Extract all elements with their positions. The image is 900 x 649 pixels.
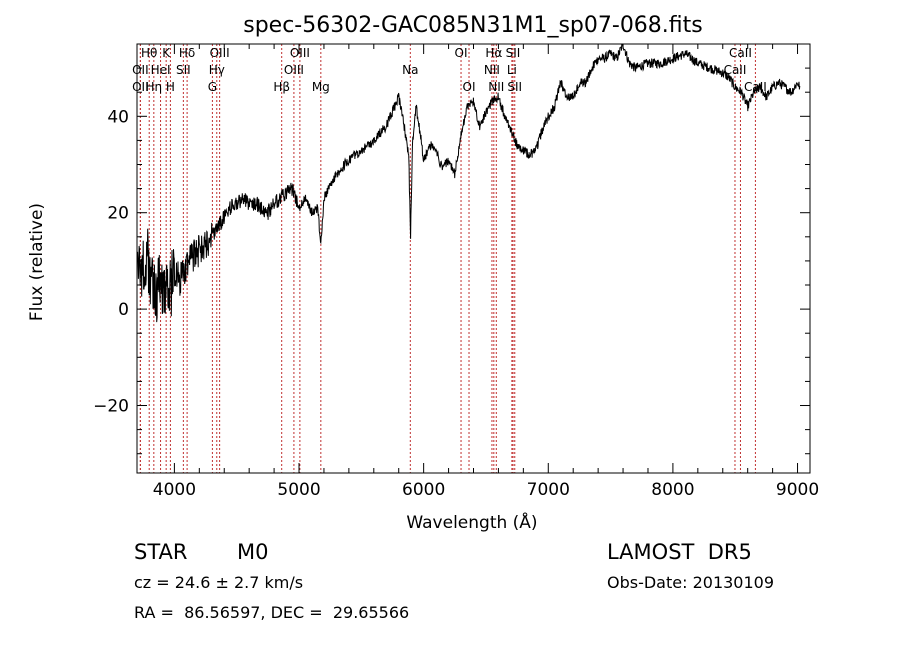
line-marker-label: OII (132, 63, 149, 77)
line-marker-label: G (208, 80, 217, 94)
x-tick-label: 4000 (153, 480, 196, 500)
line-marker-label: Hα (485, 46, 502, 60)
line-marker-label: NII (488, 80, 504, 94)
object-subclass: M0 (237, 540, 269, 564)
line-marker-label: Hθ (141, 46, 157, 60)
line-marker-label: Hβ (273, 80, 290, 94)
line-marker-label: CaII (724, 63, 747, 77)
y-tick-label: 40 (107, 107, 129, 127)
redshift-cz: cz = 24.6 ± 2.7 km/s (134, 573, 304, 592)
x-tick-label: 7000 (527, 480, 570, 500)
y-tick-label: 20 (107, 204, 129, 224)
line-marker-label: Li (507, 63, 517, 77)
line-marker-label: Hδ (179, 46, 195, 60)
line-marker-label: OIII (284, 63, 304, 77)
line-marker-label: OII (132, 80, 149, 94)
line-marker-label: Hγ (209, 63, 225, 77)
line-marker-label: NII (484, 63, 500, 77)
y-axis-label: Flux (relative) (27, 203, 47, 321)
line-marker-label: Na (402, 63, 418, 77)
line-marker-label: HeI (151, 63, 171, 77)
y-axis-ticks: −20 0 20 40 (93, 67, 810, 455)
line-marker-label: CaII (729, 46, 752, 60)
line-marker-label: SII (507, 80, 522, 94)
survey-name: LAMOST DR5 (607, 540, 752, 564)
line-marker-label: Mg (312, 80, 330, 94)
line-marker-label: OIII (210, 46, 230, 60)
line-marker-label: OI (455, 46, 468, 60)
x-tick-label: 6000 (402, 480, 445, 500)
x-tick-label: 9000 (776, 480, 819, 500)
chart-title: spec-56302-GAC085N31M1_sp07-068.fits (243, 13, 703, 38)
line-marker-lines (139, 44, 756, 473)
plot-frame (136, 43, 811, 474)
x-axis-label: Wavelength (Å) (406, 511, 537, 533)
line-marker-label: SII (506, 46, 521, 60)
line-marker-label: OIII (290, 46, 310, 60)
x-tick-label: 8000 (651, 480, 694, 500)
object-class: STAR (134, 540, 188, 564)
line-marker-label: OI (463, 80, 476, 94)
coordinates: RA = 86.56597, DEC = 29.65566 (134, 603, 410, 622)
line-marker-label: K (162, 46, 171, 60)
line-marker-label: SII (176, 63, 191, 77)
line-marker-label: H (166, 80, 175, 94)
observation-date: Obs-Date: 20130109 (607, 573, 775, 592)
y-tick-label: −20 (93, 397, 129, 417)
y-tick-label: 0 (118, 300, 129, 320)
line-marker-label: Hη (146, 80, 163, 94)
x-axis-ticks: 4000 5000 6000 7000 8000 9000 (153, 44, 819, 500)
x-tick-label: 5000 (277, 480, 320, 500)
spectrum-line (137, 43, 801, 323)
